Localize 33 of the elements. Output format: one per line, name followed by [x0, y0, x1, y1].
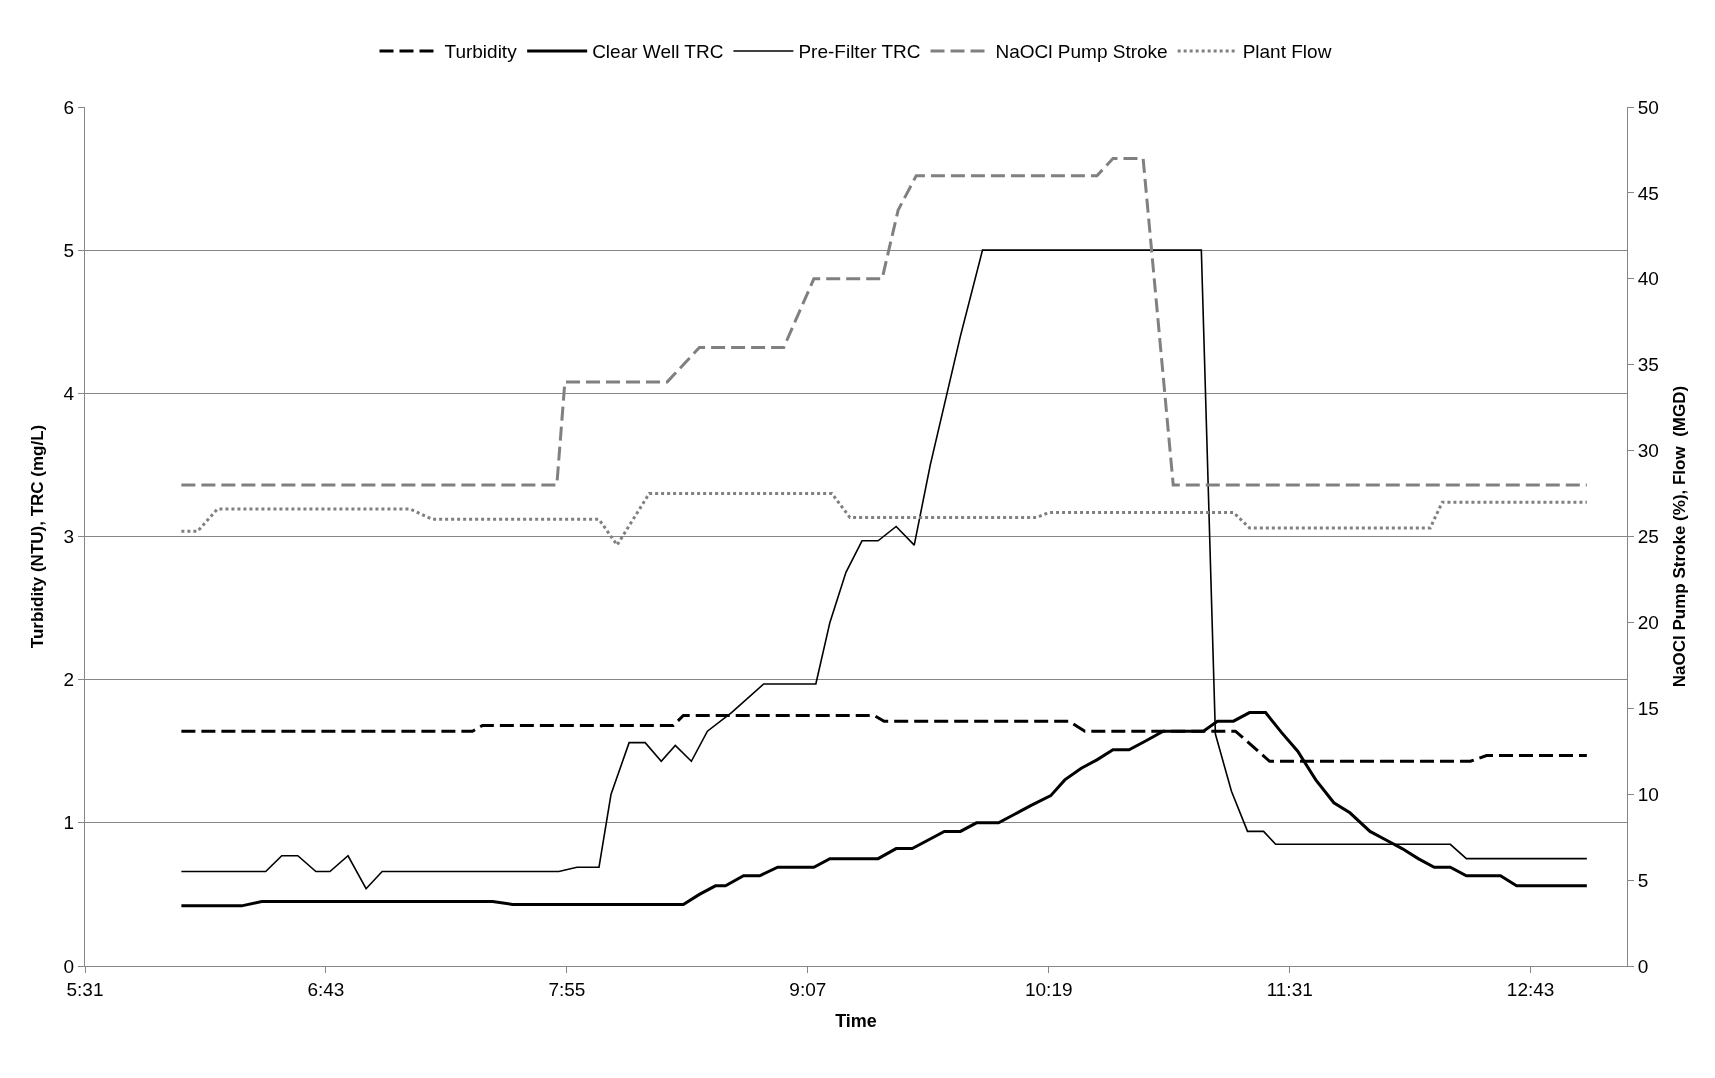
y2-tick-label: 50: [1637, 96, 1659, 118]
legend-label: Turbidity: [444, 41, 518, 63]
y-tick-label: 1: [63, 812, 75, 834]
y-tick-label: 4: [63, 382, 75, 404]
y2-tick-label: 10: [1637, 783, 1659, 805]
y-tick-label: 0: [63, 955, 75, 977]
y2-axis-title: NaOCl Pump Stroke (%), Flow (MGD): [1670, 385, 1690, 688]
y2-tick-label: 45: [1637, 182, 1659, 204]
y2-tick-label: 30: [1637, 440, 1659, 462]
legend-label: Pre-Filter TRC: [798, 41, 921, 63]
y2-tick-label: 40: [1637, 268, 1659, 290]
y2-tick-label: 20: [1637, 612, 1659, 634]
y-tick-label: 2: [63, 669, 75, 691]
x-tick-label: 5:31: [66, 978, 104, 1000]
y-tick-label: 3: [63, 526, 75, 548]
x-tick-label: 9:07: [789, 978, 827, 1000]
y2-tick-label: 5: [1637, 869, 1649, 891]
y-tick-label: 6: [63, 96, 75, 118]
x-axis-title: Time: [835, 1010, 877, 1031]
y2-tick-label: 35: [1637, 354, 1659, 376]
x-tick-label: 12:43: [1506, 978, 1555, 1000]
y2-tick-label: 0: [1637, 955, 1649, 977]
x-tick-label: 10:19: [1024, 978, 1073, 1000]
legend-label: NaOCl Pump Stroke: [995, 41, 1168, 63]
x-tick-label: 6:43: [307, 978, 345, 1000]
y2-tick-label: 15: [1637, 697, 1659, 719]
y-tick-label: 5: [63, 239, 75, 261]
x-tick-label: 7:55: [548, 978, 586, 1000]
legend-label: Plant Flow: [1242, 41, 1332, 63]
x-tick-label: 11:31: [1266, 978, 1313, 1000]
y2-tick-label: 25: [1637, 526, 1659, 548]
y-axis-title: Turbidity (NTU), TRC (mg/L): [28, 424, 48, 649]
legend-label: Clear Well TRC: [592, 41, 724, 63]
